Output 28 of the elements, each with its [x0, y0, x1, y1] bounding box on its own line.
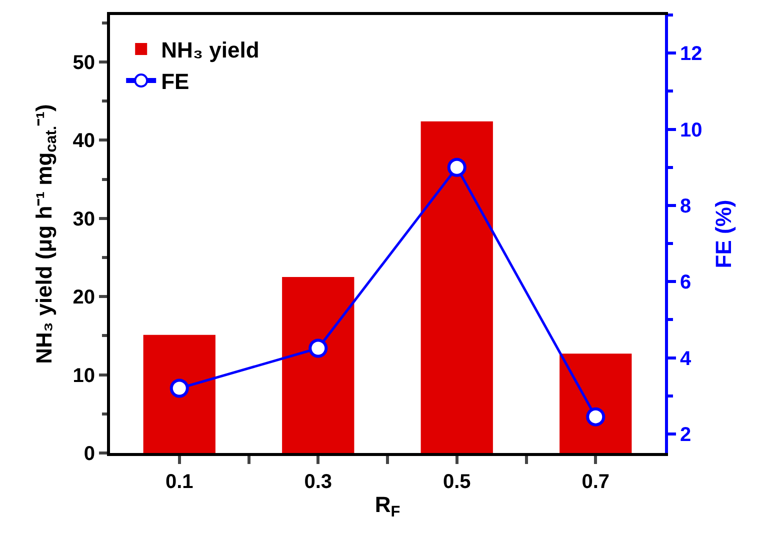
- y-tick-label: 30: [72, 208, 95, 230]
- bar: [143, 334, 216, 453]
- y2-tick-label: 2: [680, 424, 692, 446]
- bar: [420, 121, 493, 453]
- bar: [282, 277, 354, 453]
- legend-label: FE: [161, 69, 190, 94]
- y2-tick-label: 6: [680, 272, 692, 294]
- bar: [560, 354, 632, 453]
- x-tick-label: 0.7: [582, 471, 610, 493]
- y2-tick-label: 8: [680, 195, 692, 218]
- legend-label: NH₃ yield: [161, 38, 260, 63]
- y2-tick-label: 10: [680, 119, 702, 142]
- y-tick-label: 20: [72, 286, 95, 309]
- x-axis-title: R$_{F}$: [374, 492, 400, 521]
- point: [586, 407, 606, 426]
- y-tick-label: 0: [84, 443, 95, 465]
- y2-axis-title: FE (%): [711, 200, 736, 268]
- point: [170, 378, 189, 398]
- y2-tick-label: 4: [680, 348, 692, 370]
- y-tick-label: 40: [72, 130, 95, 152]
- y-tick-label: 50: [72, 52, 95, 74]
- y2-tick-label: 12: [680, 43, 702, 66]
- x-tick-label: 0.3: [304, 471, 332, 493]
- y-tick-label: 10: [72, 364, 95, 387]
- x-tick-label: 0.1: [165, 471, 194, 493]
- point: [447, 158, 466, 177]
- point: [308, 338, 328, 358]
- x-tick-label: 0.5: [442, 471, 471, 493]
